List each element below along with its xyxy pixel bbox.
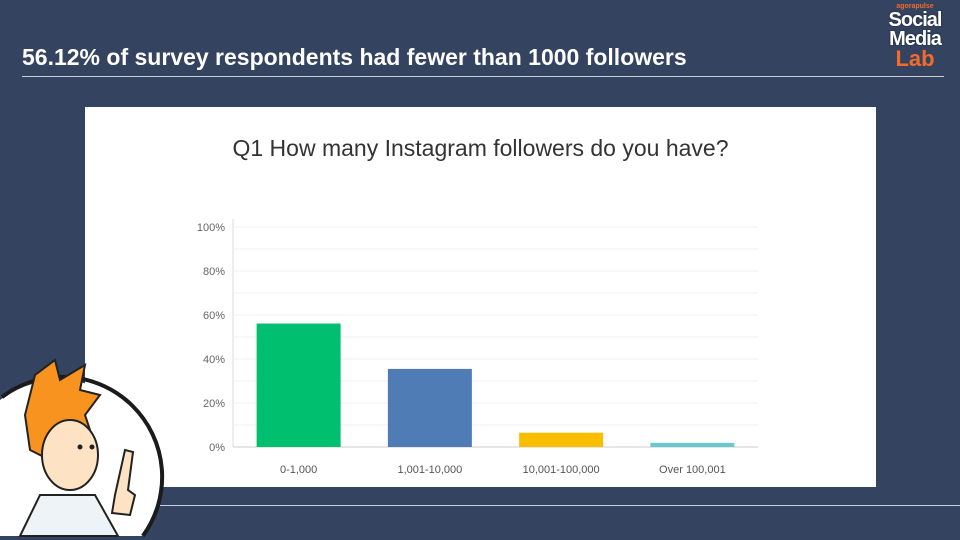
logo-line: Lab <box>895 45 935 71</box>
logo-line: Media <box>889 27 942 50</box>
y-tick-label: 20% <box>203 398 225 410</box>
bar <box>256 323 341 447</box>
chart-title: Q1 How many Instagram followers do you h… <box>232 135 729 161</box>
social-media-lab-logo: agorapulse Social Media Lab <box>880 3 950 71</box>
bar-chart: 0% 20% 40% 60% 80% 100% 0-1,000 1,001-10,000 10,… <box>197 219 758 476</box>
bar <box>519 432 604 447</box>
divider <box>22 76 944 77</box>
divider <box>160 505 960 506</box>
x-tick-label: 0-1,000 <box>280 464 317 476</box>
x-tick-label: 10,001-100,000 <box>523 464 600 476</box>
chart-panel: Q1 How many Instagram followers do you h… <box>85 107 876 487</box>
y-tick-label: 0% <box>209 442 225 454</box>
y-tick-label: 80% <box>203 266 225 278</box>
slide-headline: 56.12% of survey respondents had fewer t… <box>22 44 687 70</box>
x-tick-label: Over 100,001 <box>659 464 726 476</box>
y-tick-label: 40% <box>203 354 225 366</box>
bar <box>650 442 735 447</box>
x-tick-label: 1,001-10,000 <box>397 464 462 476</box>
logo-brand: agorapulse <box>896 3 934 10</box>
bar <box>387 368 472 447</box>
y-tick-label: 100% <box>197 222 225 234</box>
logo-line: Social <box>888 8 943 31</box>
mascot-illustration <box>0 358 165 538</box>
y-tick-label: 60% <box>203 310 225 322</box>
